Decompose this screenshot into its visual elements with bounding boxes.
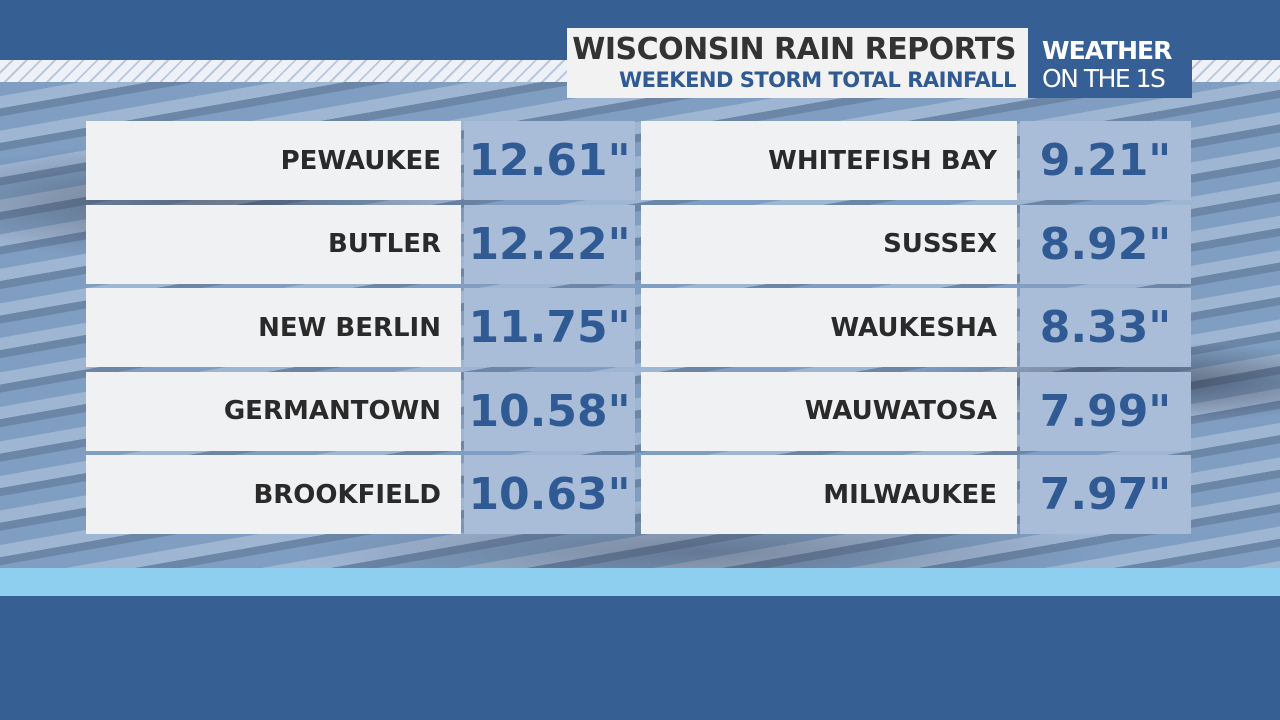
subtitle: WEEKEND STORM TOTAL RAINFALL <box>618 68 1017 92</box>
rain-total: 8.92" <box>1020 204 1191 284</box>
accent-bar <box>0 568 1280 596</box>
rain-total: 11.75" <box>464 288 635 367</box>
place-name: BUTLER <box>86 204 461 284</box>
brand-line: WEATHER <box>1042 36 1172 65</box>
rain-total: 10.63" <box>464 455 635 534</box>
rain-total: 8.33" <box>1020 288 1191 367</box>
place-name: WAUKESHA <box>641 288 1017 367</box>
place-name: BROOKFIELD <box>86 455 461 534</box>
place-name: NEW BERLIN <box>86 288 461 367</box>
brand-box: WEATHER ON THE 1S <box>1028 28 1192 98</box>
rain-total: 12.61" <box>464 121 635 200</box>
rain-total: 7.97" <box>1020 455 1191 534</box>
title: WISCONSIN RAIN REPORTS <box>572 32 1016 67</box>
rain-total: 10.58" <box>464 371 635 451</box>
place-name: GERMANTOWN <box>86 371 461 451</box>
rain-total: 9.21" <box>1020 121 1191 200</box>
place-name: PEWAUKEE <box>86 121 461 200</box>
place-name: WAUWATOSA <box>641 371 1017 451</box>
header-box: WISCONSIN RAIN REPORTS WEEKEND STORM TOT… <box>567 28 1028 98</box>
rain-total: 12.22" <box>464 204 635 284</box>
place-name: SUSSEX <box>641 204 1017 284</box>
brand-line: ON THE 1S <box>1042 64 1166 93</box>
place-name: WHITEFISH BAY <box>641 121 1017 200</box>
rain-total: 7.99" <box>1020 371 1191 451</box>
place-name: MILWAUKEE <box>641 455 1017 534</box>
